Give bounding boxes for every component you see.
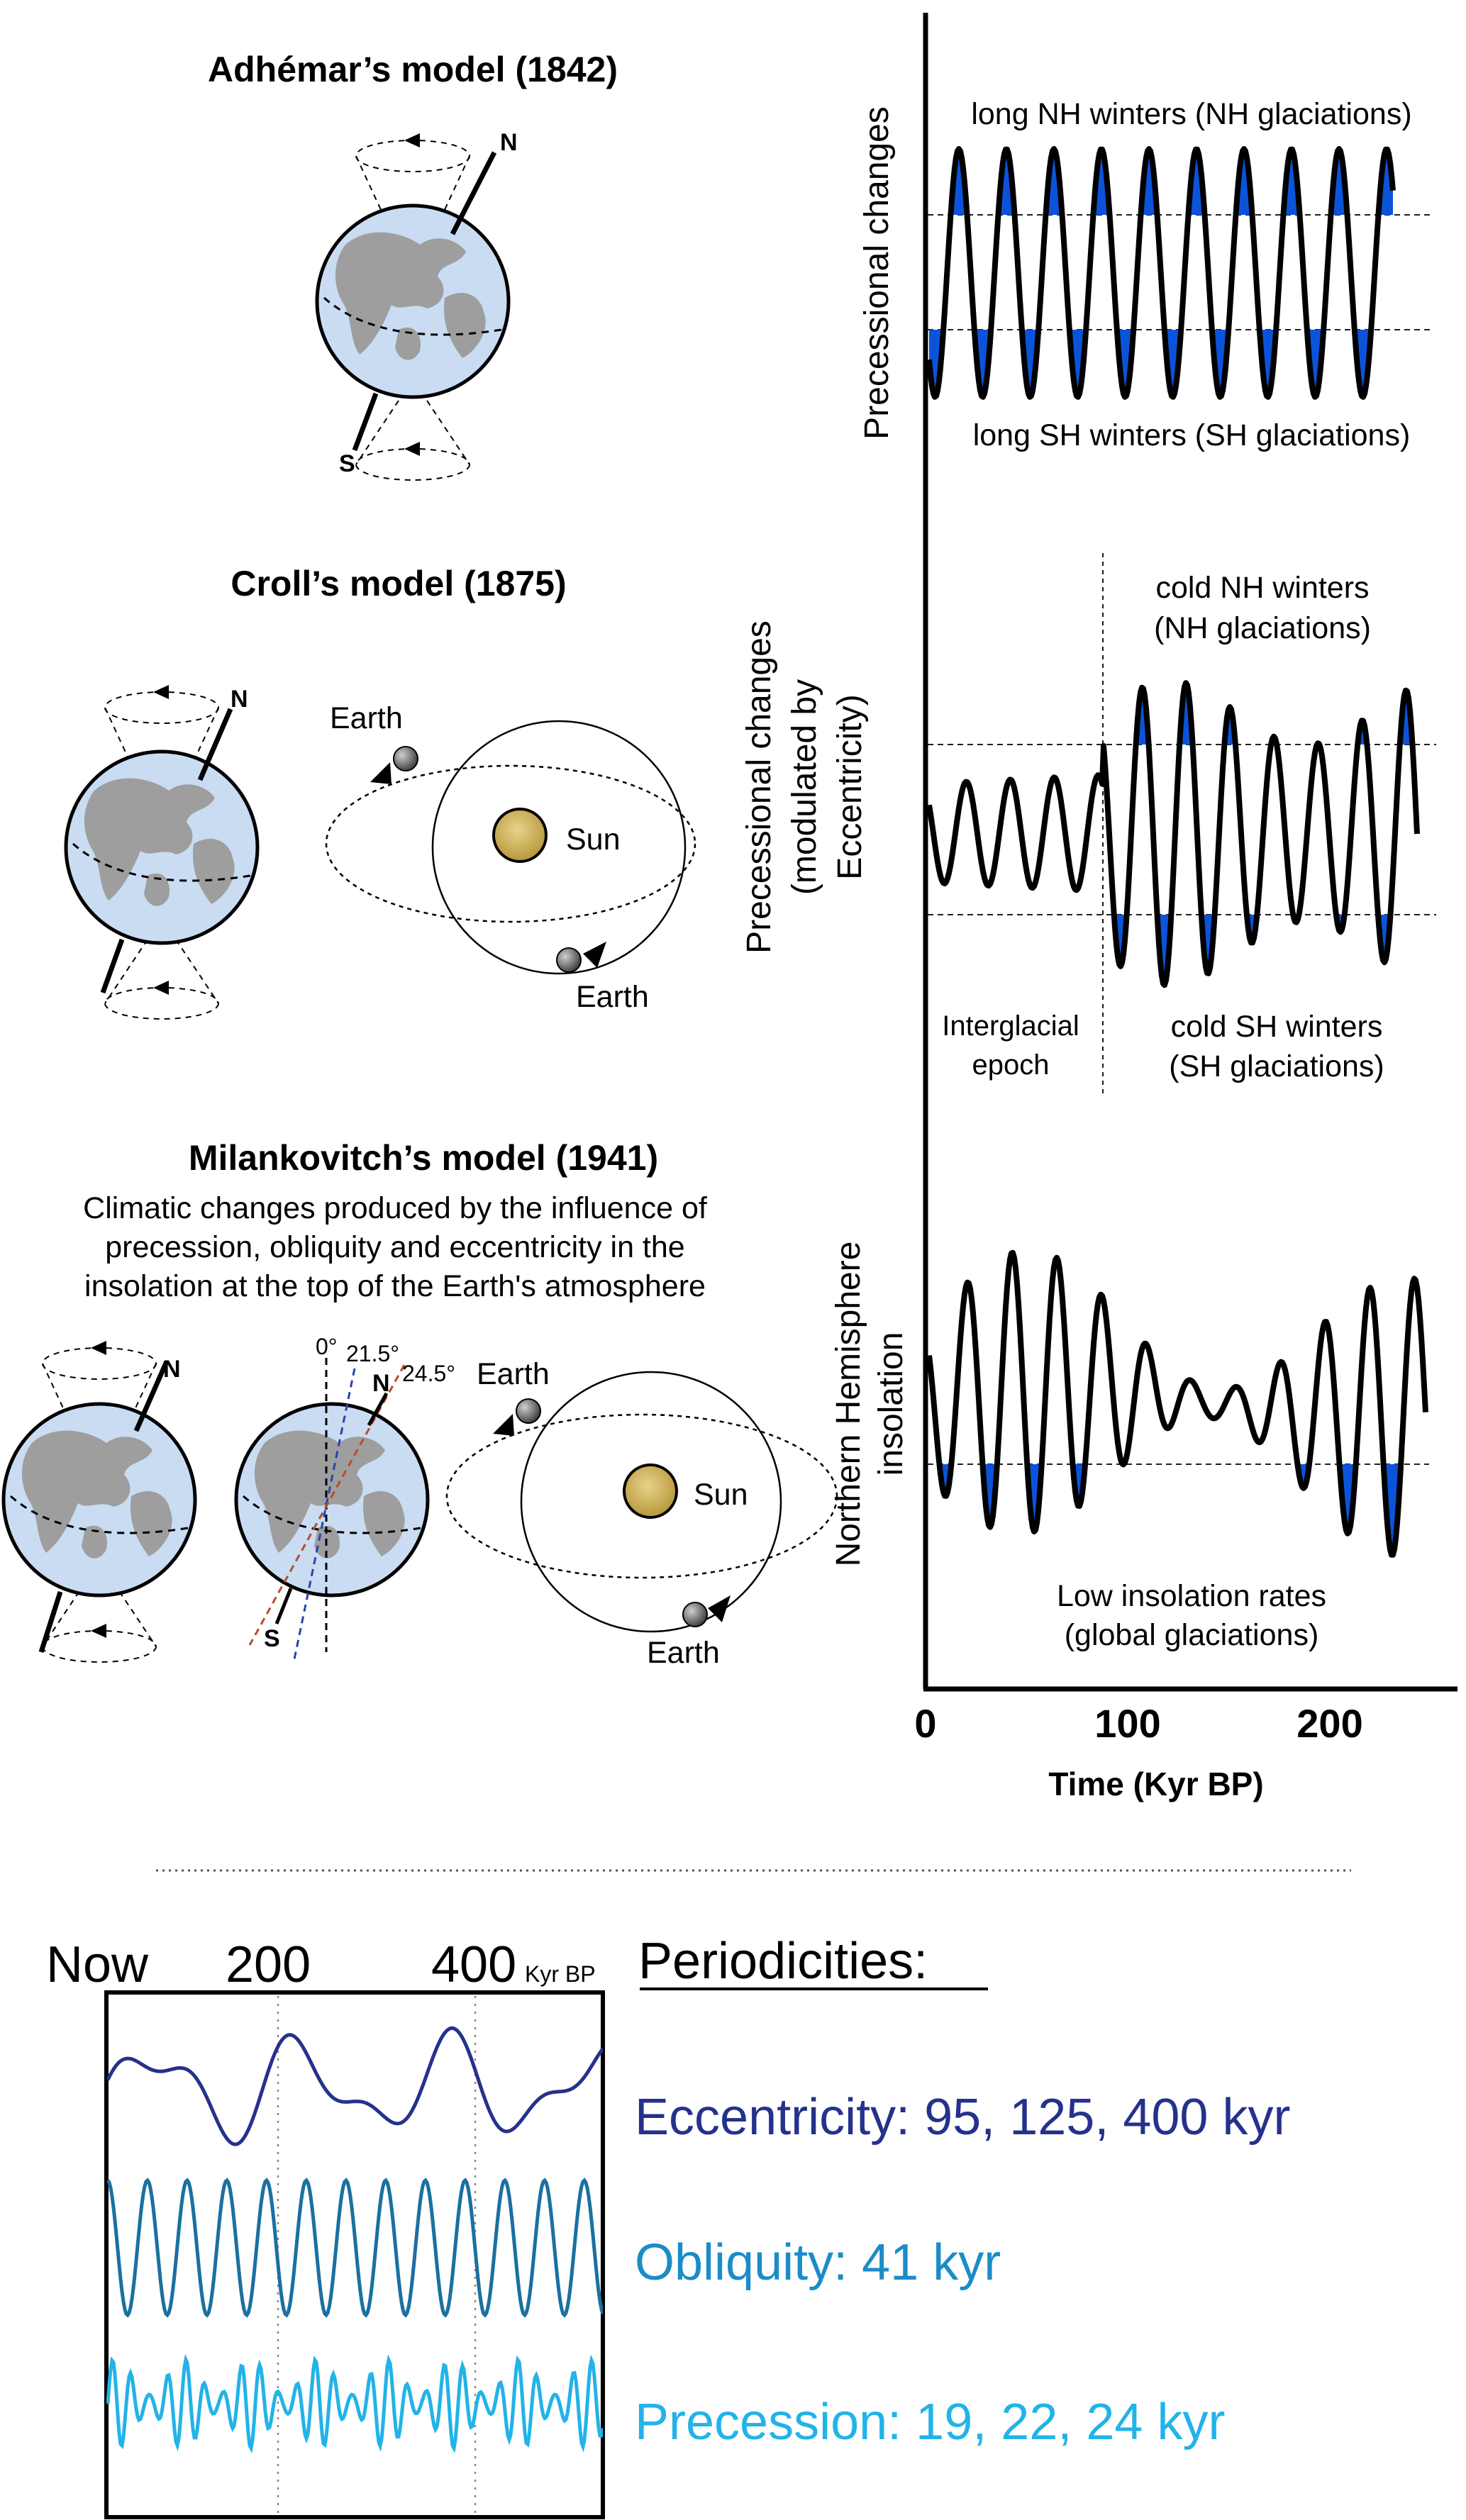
axis-unit-label: Kyr BP (525, 1961, 596, 1987)
direction-arrow-icon (370, 762, 392, 784)
earth-icon (556, 947, 582, 973)
globe-icon (66, 752, 257, 943)
sun-label: Sun (566, 823, 621, 857)
axis-icon (38, 1590, 63, 1654)
orbit-circle (431, 720, 687, 975)
sun-icon (623, 1464, 678, 1519)
panel2-bottom-note-1: cold SH winters (1171, 1010, 1383, 1044)
earth-bottom-label: Earth (576, 980, 649, 1014)
croll-title: Croll’s model (1875) (231, 564, 566, 603)
panel2-left-note-2: epoch (972, 1049, 1050, 1081)
globe-icon (4, 1404, 195, 1595)
description-line-1: Climatic changes produced by the influen… (83, 1191, 708, 1225)
right-panels: Precessional changes long NH winters (NH… (740, 13, 1457, 1802)
periodicities-heading: Periodicities: (638, 1933, 928, 1990)
x-tick-100: 100 (1094, 1701, 1160, 1746)
earth-top-label: Earth (477, 1357, 550, 1391)
earth-bottom-label: Earth (647, 1636, 720, 1670)
croll-model: Croll’s model (1875) N Sun Earth Earth (66, 564, 696, 1020)
obliquity-curve (106, 2178, 603, 2318)
earth-icon (682, 1602, 708, 1627)
eccentricity-label: Eccentricity: 95, 125, 400 kyr (635, 2089, 1290, 2146)
earth-icon (516, 1398, 541, 1424)
north-pole-label: N (231, 686, 248, 713)
milankovitch-title: Milankovitch’s model (1941) (189, 1138, 658, 1178)
panel2-ylabel-2: (modulated by (786, 679, 823, 895)
orbit-ellipse (325, 764, 696, 923)
cone-icon (355, 400, 470, 481)
globe-icon (236, 1404, 428, 1595)
direction-arrow-icon (583, 942, 606, 968)
earth-icon (393, 746, 418, 771)
angle-24-label: 24.5° (402, 1361, 455, 1386)
axis-icon (274, 1588, 293, 1624)
obliquity-24-line (248, 1364, 406, 1646)
south-pole-label: S (339, 450, 355, 477)
angle-0-label: 0° (316, 1334, 338, 1359)
axis-200-label: 200 (226, 1936, 311, 1993)
obliquity-label: Obliquity: 41 kyr (635, 2234, 1001, 2291)
direction-arrow-icon (493, 1414, 514, 1436)
north-pole-label: N (500, 129, 518, 156)
panel1-curve (926, 146, 1396, 400)
obliquity-21-line (293, 1368, 356, 1660)
periodicity-section: Now 200 400 Kyr BP Periodicities: Eccent… (46, 1933, 1290, 2519)
panel1-bottom-note: long SH winters (SH glaciations) (973, 418, 1411, 452)
periodicity-plot-frame (104, 1990, 605, 2519)
orbit-circle (520, 1371, 782, 1633)
axis-icon (450, 151, 497, 235)
adhemar-model: Adhémar’s model (1842) N S (208, 50, 618, 481)
axis-icon (367, 1392, 389, 1427)
precession-curve (106, 2353, 603, 2453)
x-tick-200: 200 (1296, 1701, 1362, 1746)
sun-icon (492, 808, 548, 863)
axis-400-label: 400 (431, 1936, 516, 1993)
angle-21-label: 21.5° (346, 1341, 399, 1366)
panel3-bottom-note-2: (global glaciations) (1065, 1618, 1319, 1652)
axis-now-label: Now (46, 1936, 149, 1993)
panel2-top-note-1: cold NH winters (1155, 571, 1369, 605)
axis-icon (197, 708, 233, 781)
x-axis-title: Time (Kyr BP) (1048, 1766, 1263, 1802)
north-pole-label-2: N (372, 1370, 390, 1397)
direction-arrow-icon (708, 1595, 731, 1622)
milankovitch-model: Milankovitch’s model (1941) Climatic cha… (4, 1138, 838, 1670)
cone-icon (104, 939, 219, 1020)
panel2-top-note-2: (NH glaciations) (1154, 611, 1371, 645)
panel1-ylabel: Precessional changes (858, 106, 896, 440)
orbit-ellipse (445, 1413, 838, 1579)
earth-top-label: Earth (330, 701, 403, 735)
description-line-2: precession, obliquity and eccentricity i… (105, 1230, 684, 1264)
panel2-bottom-note-2: (SH glaciations) (1169, 1049, 1384, 1083)
axis-icon (100, 938, 125, 994)
north-pole-label: N (163, 1356, 181, 1383)
panel3-curve (926, 1249, 1428, 1558)
description-line-3: insolation at the top of the Earth's atm… (84, 1269, 706, 1303)
panel1-top-note: long NH winters (NH glaciations) (971, 97, 1411, 131)
globe-icon (317, 206, 509, 397)
panel2-curve (926, 680, 1420, 988)
panel2-left-note-1: Interglacial (942, 1010, 1079, 1042)
sun-label: Sun (694, 1478, 748, 1512)
eccentricity-curve (106, 2026, 603, 2146)
south-pole-label-2: S (264, 1625, 280, 1652)
axis-icon (133, 1360, 170, 1432)
axis-icon (352, 392, 379, 452)
panel2-ylabel-1: Precessional changes (740, 620, 778, 954)
panel3-ylabel-2: insolation (872, 1332, 910, 1476)
x-tick-0: 0 (914, 1701, 936, 1746)
adhemar-title: Adhémar’s model (1842) (208, 50, 618, 89)
panel3-fills (940, 1464, 1400, 1555)
panel2-ylabel-3: Eccentricity) (831, 694, 869, 879)
panel3-ylabel-1: Northern Hemisphere (830, 1242, 867, 1567)
precession-label: Precession: 19, 22, 24 kyr (635, 2394, 1225, 2451)
panel3-bottom-note-1: Low insolation rates (1057, 1579, 1326, 1613)
